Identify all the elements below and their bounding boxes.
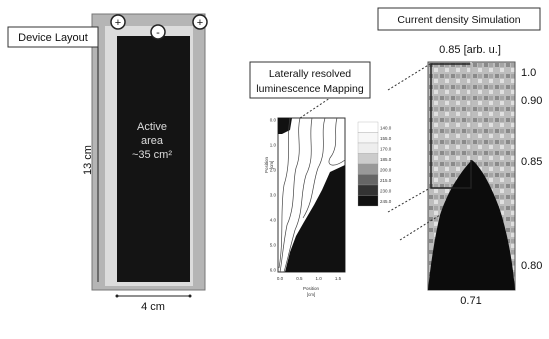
arrow-end xyxy=(189,295,192,298)
device-layout: Active area ~35 cm² + - + 13 cm 4 cm Dev… xyxy=(8,14,207,313)
terminal-sign: + xyxy=(197,17,203,29)
legend-swatch xyxy=(358,122,378,133)
bottom-label: 0.71 xyxy=(460,295,481,307)
connector xyxy=(388,188,430,212)
legend-swatch xyxy=(358,196,378,207)
terminal-sign: - xyxy=(156,27,160,39)
figure: Active area ~35 cm² + - + 13 cm 4 cm Dev… xyxy=(0,0,549,334)
scale-label: 1.0 xyxy=(521,67,536,79)
legend-swatch xyxy=(358,185,378,196)
active-area-text: area xyxy=(141,135,164,147)
x-tick-label: 0.5 xyxy=(296,276,303,281)
terminal-sign: + xyxy=(115,17,121,29)
legend-swatch xyxy=(358,175,378,186)
y-tick-label: 0.0 xyxy=(270,118,277,123)
scale-label: 0.90 xyxy=(521,95,542,107)
scale-label: 0.80 xyxy=(521,260,542,272)
active-area-text: Active xyxy=(137,121,167,133)
legend-swatch xyxy=(358,143,378,154)
axis-label: [cm] xyxy=(307,292,316,297)
scale-label: 0.85 xyxy=(521,156,542,168)
y-tick-label: 2.0 xyxy=(270,168,277,173)
device-layout-label: Device Layout xyxy=(18,32,88,44)
simulation-label: Current density Simulation xyxy=(397,14,520,26)
legend-label: 140.0 xyxy=(380,125,392,130)
luminescence-mapping: Laterally resolved luminescence Mapping … xyxy=(250,62,392,297)
legend-label: 215.0 xyxy=(380,178,392,183)
y-tick-label: 6.0 xyxy=(270,268,277,273)
axis-label: Position xyxy=(303,286,320,291)
width-label: 4 cm xyxy=(141,301,165,313)
top-label: 0.85 [arb. u.] xyxy=(439,44,501,56)
mapping-label: Laterally resolved xyxy=(269,68,351,80)
y-tick-label: 4.0 xyxy=(270,218,277,223)
active-area-text: ~35 cm² xyxy=(132,149,172,161)
y-tick-label: 1.0 xyxy=(270,143,277,148)
height-label: 13 cm xyxy=(82,145,94,175)
x-tick-label: 1.5 xyxy=(335,276,342,281)
legend-swatch xyxy=(358,133,378,144)
legend-label: 185.0 xyxy=(380,157,392,162)
legend-swatch xyxy=(358,164,378,175)
simulation: Current density Simulation 0.85 [arb. u.… xyxy=(378,8,542,307)
legend-label: 245.0 xyxy=(380,199,392,204)
y-tick-label: 3.0 xyxy=(270,193,277,198)
connector xyxy=(300,98,330,118)
legend-label: 200.0 xyxy=(380,167,392,172)
legend-swatch xyxy=(358,154,378,165)
mapping-label: luminescence Mapping xyxy=(256,83,364,95)
arrow-end xyxy=(116,295,119,298)
x-tick-label: 0.0 xyxy=(277,276,284,281)
legend-label: 230.0 xyxy=(380,188,392,193)
y-tick-label: 5.0 xyxy=(270,243,277,248)
connector xyxy=(388,64,430,90)
x-tick-label: 1.0 xyxy=(316,276,323,281)
legend-label: 155.0 xyxy=(380,136,392,141)
legend-label: 170.0 xyxy=(380,146,392,151)
